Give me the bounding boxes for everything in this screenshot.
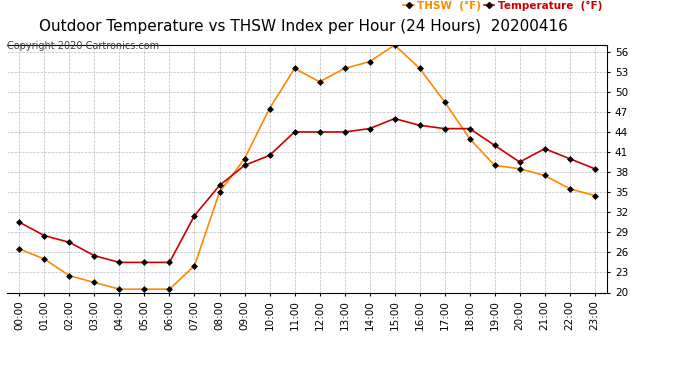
Text: Outdoor Temperature vs THSW Index per Hour (24 Hours)  20200416: Outdoor Temperature vs THSW Index per Ho… (39, 19, 568, 34)
Text: Copyright 2020 Cartronics.com: Copyright 2020 Cartronics.com (7, 41, 159, 51)
Legend: THSW  (°F), Temperature  (°F): THSW (°F), Temperature (°F) (404, 1, 602, 11)
